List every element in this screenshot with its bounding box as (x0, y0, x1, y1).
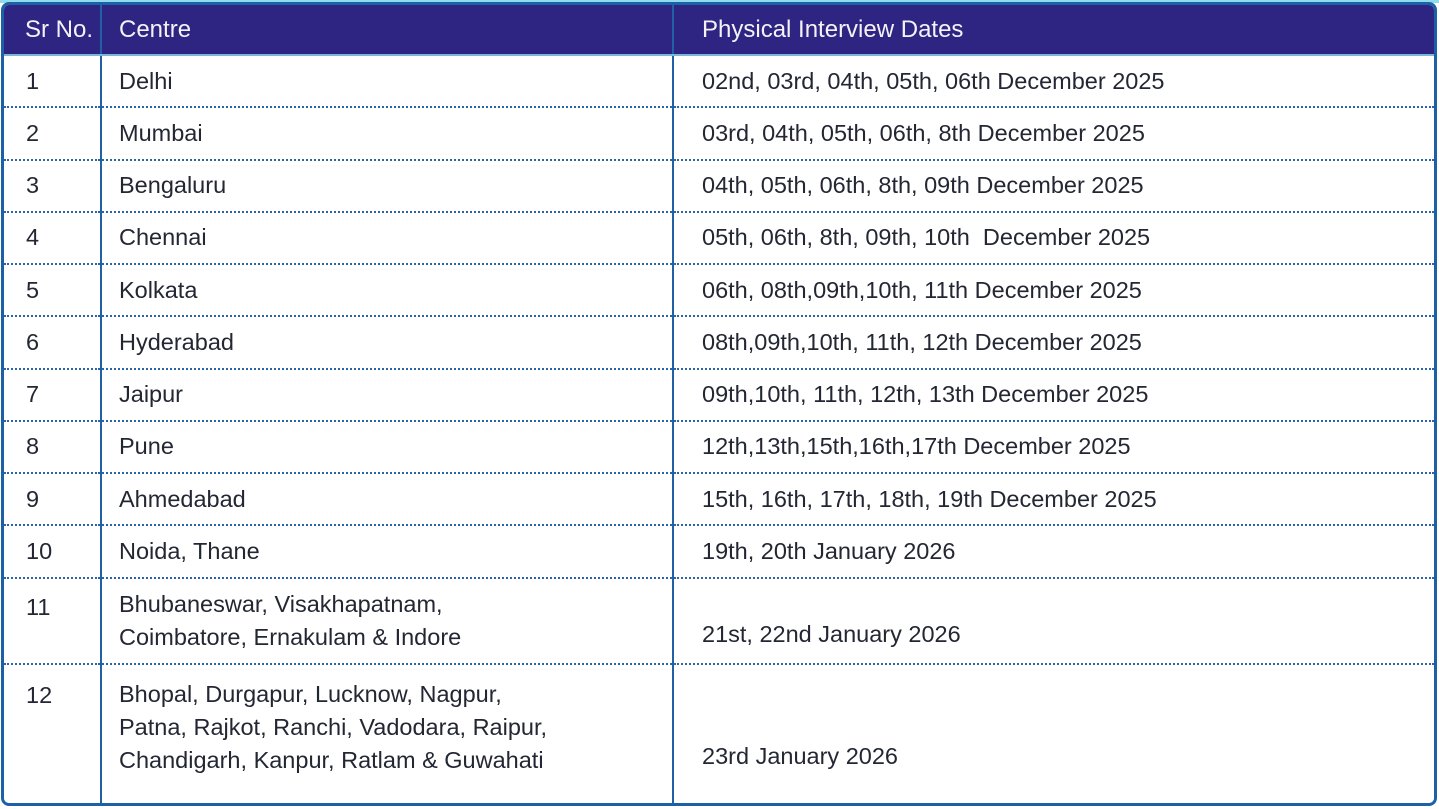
centre-cell: Bhubaneswar, Visakhapatnam, Coimbatore, … (100, 577, 673, 666)
table-row: 8 Pune 12th,13th,15th,16th,17th December… (4, 420, 1434, 475)
centre-cell: Chennai (100, 211, 673, 266)
table-row: 6 Hyderabad 08th,09th,10th, 11th, 12th D… (4, 316, 1434, 370)
dates-cell: 03rd, 04th, 05th, 06th, 8th December 202… (672, 107, 1434, 161)
table-row: 11 Bhubaneswar, Visakhapatnam, Coimbator… (4, 577, 1434, 666)
centre-cell: Hyderabad (100, 316, 673, 370)
table-row: 1 Delhi 02nd, 03rd, 04th, 05th, 06th Dec… (4, 55, 1434, 109)
sr-no-cell: 10 (4, 525, 101, 579)
centre-cell: Kolkata (100, 264, 673, 318)
sr-no-cell: 12 (4, 664, 101, 803)
centre-cell: Pune (100, 420, 673, 475)
sr-no-cell: 6 (4, 316, 101, 370)
table-row: 2 Mumbai 03rd, 04th, 05th, 06th, 8th Dec… (4, 107, 1434, 161)
table-row: 3 Bengaluru 04th, 05th, 06th, 8th, 09th … (4, 159, 1434, 213)
centre-cell: Bhopal, Durgapur, Lucknow, Nagpur, Patna… (100, 664, 673, 803)
table-header-row: Sr No. Centre Physical Interview Dates (4, 5, 1434, 56)
sr-no-cell: 4 (4, 211, 101, 266)
dates-cell: 09th,10th, 11th, 12th, 13th December 202… (672, 368, 1434, 422)
centre-cell: Mumbai (100, 107, 673, 161)
centre-cell: Ahmedabad (100, 473, 673, 527)
centre-cell: Delhi (100, 55, 673, 109)
table-row: 5 Kolkata 06th, 08th,09th,10th, 11th Dec… (4, 264, 1434, 318)
dates-cell: 08th,09th,10th, 11th, 12th December 2025 (672, 316, 1434, 370)
sr-no-cell: 7 (4, 368, 101, 422)
dates-cell: 21st, 22nd January 2026 (672, 577, 1434, 666)
sr-no-cell: 9 (4, 473, 101, 527)
table-row: 9 Ahmedabad 15th, 16th, 17th, 18th, 19th… (4, 473, 1434, 527)
centre-cell: Bengaluru (100, 159, 673, 213)
table-row: 7 Jaipur 09th,10th, 11th, 12th, 13th Dec… (4, 368, 1434, 422)
sr-no-cell: 11 (4, 577, 101, 666)
dates-cell: 12th,13th,15th,16th,17th December 2025 (672, 420, 1434, 475)
dates-cell: 06th, 08th,09th,10th, 11th December 2025 (672, 264, 1434, 318)
table-row: 10 Noida, Thane 19th, 20th January 2026 (4, 525, 1434, 579)
dates-cell: 04th, 05th, 06th, 8th, 09th December 202… (672, 159, 1434, 213)
dates-cell: 05th, 06th, 8th, 09th, 10th December 202… (672, 211, 1434, 266)
header-physical-interview-dates: Physical Interview Dates (672, 5, 1434, 56)
sr-no-cell: 5 (4, 264, 101, 318)
header-centre: Centre (100, 5, 673, 56)
header-sr-no: Sr No. (4, 5, 101, 56)
interview-schedule-table: Sr No. Centre Physical Interview Dates 1… (4, 5, 1434, 803)
dates-cell: 15th, 16th, 17th, 18th, 19th December 20… (672, 473, 1434, 527)
sr-no-cell: 1 (4, 55, 101, 109)
dates-cell: 19th, 20th January 2026 (672, 525, 1434, 579)
top-accent-strip (0, 0, 1439, 3)
centre-cell: Noida, Thane (100, 525, 673, 579)
centre-cell: Jaipur (100, 368, 673, 422)
table-row: 12 Bhopal, Durgapur, Lucknow, Nagpur, Pa… (4, 664, 1434, 803)
sr-no-cell: 3 (4, 159, 101, 213)
sr-no-cell: 2 (4, 107, 101, 161)
table-row: 4 Chennai 05th, 06th, 8th, 09th, 10th De… (4, 211, 1434, 266)
dates-cell: 23rd January 2026 (672, 664, 1434, 803)
dates-cell: 02nd, 03rd, 04th, 05th, 06th December 20… (672, 55, 1434, 109)
sr-no-cell: 8 (4, 420, 101, 475)
